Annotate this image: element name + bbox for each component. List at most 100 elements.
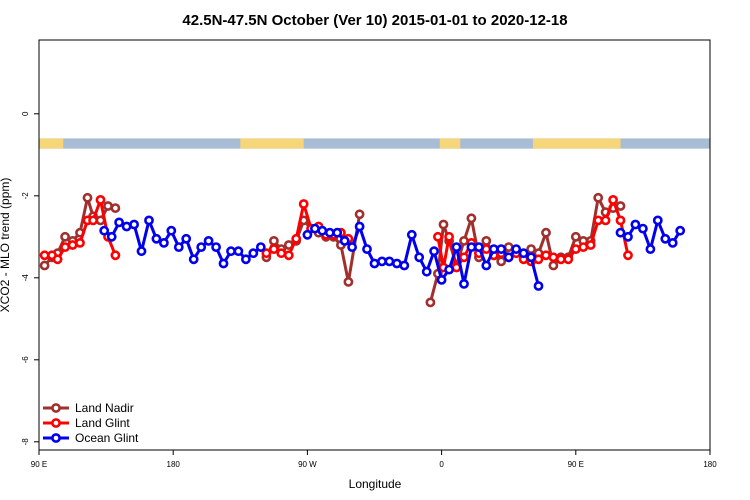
data-point [615,215,626,226]
y-tick-label-3: -6 [21,356,30,364]
data-point [570,244,581,254]
data-point [481,235,492,246]
data-point [354,209,365,220]
data-point [332,227,343,238]
data-point [615,227,626,238]
data-point [261,248,272,259]
data-point [503,252,514,263]
data-point [291,233,302,244]
data-point [675,225,686,236]
data-point [496,244,507,254]
legend-item-0: Land Nadir [43,401,134,415]
data-point [511,244,522,254]
data-point [391,258,402,269]
data-point [283,250,294,261]
data-point [196,242,207,252]
data-point [638,223,648,234]
data-point [110,250,121,261]
data-point [362,244,372,254]
data-point [548,260,559,271]
data-point [240,254,251,265]
data-point [298,199,309,209]
data-point [99,225,110,236]
data-point [203,235,214,246]
x-axis-label: Longitude [349,477,402,491]
data-point [541,250,551,261]
x-tick-label-4: 90 E [568,460,584,469]
data-point [166,225,177,236]
data-point [481,260,492,271]
chart-title: 42.5N-47.5N October (Ver 10) 2015-01-01 … [182,12,567,29]
data-point [593,192,604,203]
data-point [451,242,462,252]
data-point [459,252,469,263]
data-point [129,219,139,230]
data-point [563,254,574,265]
legend-label-0: Land Nadir [75,401,134,415]
data-point [144,215,154,226]
data-point [302,229,313,240]
data-point [623,231,633,242]
data-point [276,248,287,259]
data-point [75,237,85,248]
data-point [136,246,147,257]
ocean-band [39,138,710,149]
data-point [110,203,121,213]
data-point [429,246,439,257]
data-point [268,244,279,254]
data-point [438,219,449,230]
legend-item-2: Ocean Glint [43,431,139,445]
data-point [615,201,626,211]
data-point [268,235,279,246]
y-tick-label-4: -8 [21,438,30,446]
data-point [600,215,611,226]
data-point [660,233,671,244]
land-band-0 [39,138,64,149]
series-ocean-glint [99,215,686,291]
data-point [181,233,192,244]
y-tick-label-1: -2 [21,192,30,200]
data-point [652,215,663,226]
data-point [406,229,417,240]
data-point [526,244,536,254]
data-point [548,252,559,263]
data-point [444,231,454,242]
data-point [339,235,350,246]
data-point [399,260,410,271]
legend-label-1: Land Glint [75,416,130,430]
data-point [52,254,63,265]
land-band-1 [240,138,304,149]
data-point [473,242,484,252]
data-point [459,278,469,289]
data-point [88,215,98,226]
data-point [459,235,469,246]
data-point [317,225,328,236]
y-tick-label-0: 0 [21,111,30,116]
data-point [95,194,106,205]
y-tick-label-2: -4 [21,274,30,282]
data-point [248,248,259,259]
data-point [432,231,443,242]
data-point [444,264,454,275]
data-point [503,242,514,252]
legend-marker-0 [51,403,61,413]
data-point [158,237,169,248]
data-point [188,254,199,265]
data-point [414,252,425,263]
x-tick-label-5: 180 [703,460,717,469]
data-point [436,274,447,285]
data-point [369,258,380,269]
data-point [570,231,581,242]
legend-label-2: Ocean Glint [75,431,139,445]
x-tick-label-0: 90 E [31,460,47,469]
data-point [151,233,162,244]
x-tick-label-1: 180 [167,460,181,469]
data-point [121,221,132,232]
plot-frame [38,39,711,451]
data-point [425,297,436,308]
land-ocean-bar [39,138,710,149]
data-point [347,242,357,252]
x-tick-label-2: 90 W [298,460,317,469]
legend-marker-1 [51,418,61,428]
